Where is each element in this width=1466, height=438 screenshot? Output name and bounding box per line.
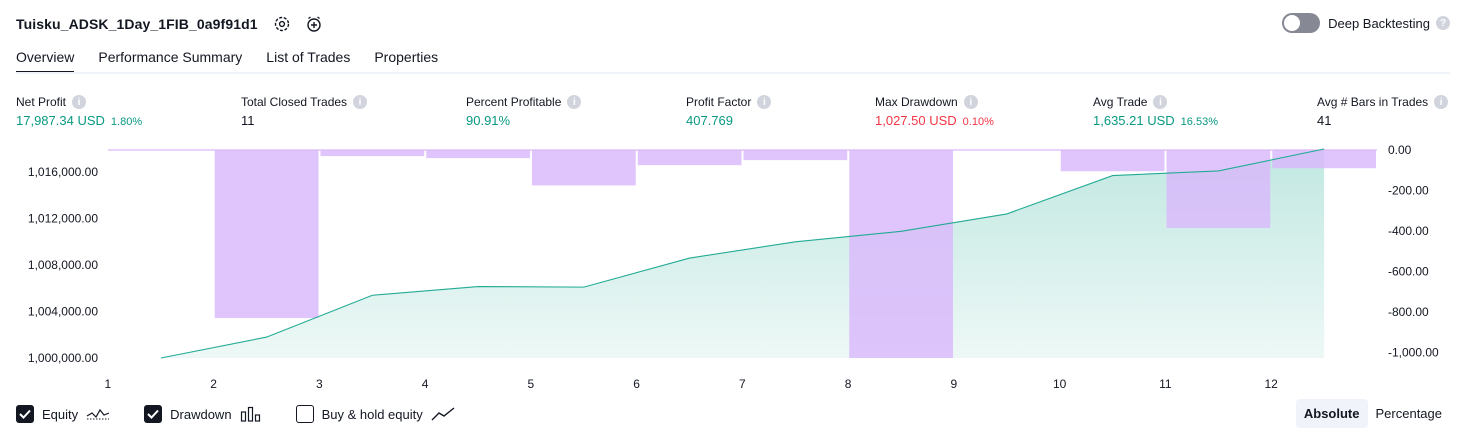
metric-value: 17,987.34 USD xyxy=(16,113,105,128)
x-axis-tick: 3 xyxy=(316,377,323,391)
equity-line-icon xyxy=(86,407,110,421)
buy-hold-line-icon xyxy=(431,406,455,422)
x-axis-tick: 1 xyxy=(105,377,112,391)
deep-backtesting-label: Deep Backtesting xyxy=(1328,15,1430,31)
left-axis-tick: 1,004,000.00 xyxy=(28,305,98,319)
drawdown-bar xyxy=(532,150,636,186)
tab-overview[interactable]: Overview xyxy=(16,44,75,74)
right-axis-tick: 0.00 xyxy=(1388,143,1412,157)
x-axis-tick: 2 xyxy=(210,377,217,391)
equity-label: Equity xyxy=(42,406,79,422)
chart-legend: Equity Drawdown Buy & hold equity xyxy=(16,402,489,426)
tab-properties[interactable]: Properties xyxy=(374,49,439,65)
drawdown-bar xyxy=(1060,150,1165,172)
left-axis-tick: 1,008,000.00 xyxy=(28,258,98,272)
x-axis-tick: 8 xyxy=(845,377,852,391)
metric-label: Max Drawdown xyxy=(875,95,958,109)
metric-max-drawdown: Max Drawdown i 1,027.50 USD 0.10% xyxy=(875,94,994,129)
drawdown-bar xyxy=(1272,150,1376,169)
legend-equity-toggle[interactable]: Equity xyxy=(16,405,110,423)
metric-value: 1,027.50 USD xyxy=(875,113,957,128)
metric-total-closed-trades: Total Closed Trades i 11 xyxy=(241,94,368,129)
buy-hold-label: Buy & hold equity xyxy=(321,406,423,422)
x-axis-tick: 9 xyxy=(951,377,958,391)
x-axis-tick: 11 xyxy=(1159,377,1172,391)
equity-drawdown-chart: 1,000,000.00 1,004,000.00 1,008,000.00 1,01… xyxy=(28,143,1439,391)
equity-checkbox[interactable] xyxy=(16,405,34,423)
right-axis-tick: -800.00 xyxy=(1388,305,1429,319)
metric-value: 11 xyxy=(241,113,255,128)
metric-percent: 16.53% xyxy=(1180,116,1218,128)
report-tabs: Overview Performance Summary List of Tra… xyxy=(16,44,462,74)
absolute-button[interactable]: Absolute xyxy=(1295,399,1368,428)
metric-net-profit: Net Profit i 17,987.34 USD 1.80% xyxy=(16,94,142,129)
left-axis-tick: 1,000,000.00 xyxy=(28,351,98,365)
info-icon[interactable]: i xyxy=(1153,95,1168,109)
info-icon[interactable]: i xyxy=(353,95,368,109)
right-axis-tick: -200.00 xyxy=(1388,183,1429,197)
x-axis-tick: 6 xyxy=(633,377,640,391)
metric-label: Total Closed Trades xyxy=(241,95,348,109)
tab-list-of-trades[interactable]: List of Trades xyxy=(266,49,351,65)
left-axis-tick: 1,016,000.00 xyxy=(28,165,98,179)
drawdown-bar xyxy=(637,150,742,166)
drawdown-label: Drawdown xyxy=(170,406,232,422)
drawdown-bar xyxy=(849,150,953,358)
metric-value: 90.91% xyxy=(466,113,511,128)
drawdown-bar xyxy=(743,150,848,161)
tab-performance-summary[interactable]: Performance Summary xyxy=(98,49,243,65)
metric-value: 407.769 xyxy=(686,113,733,128)
metric-label: Percent Profitable xyxy=(466,95,562,109)
value-mode-switch: Absolute Percentage xyxy=(1295,399,1450,428)
drawdown-bar xyxy=(426,150,530,159)
metric-label: Profit Factor xyxy=(686,95,752,109)
drawdown-bar xyxy=(1166,150,1271,228)
drawdown-bar xyxy=(320,150,425,157)
legend-buy-hold-toggle[interactable]: Buy & hold equity xyxy=(295,405,455,423)
settings-gear-icon[interactable] xyxy=(272,14,292,34)
metric-percent-profitable: Percent Profitable i 90.91% xyxy=(466,94,582,129)
buy-hold-checkbox[interactable] xyxy=(295,405,314,423)
x-axis-tick: 4 xyxy=(422,377,429,391)
metric-profit-factor: Profit Factor i 407.769 xyxy=(686,94,772,129)
percentage-button[interactable]: Percentage xyxy=(1375,406,1443,421)
info-icon[interactable]: i xyxy=(567,95,582,109)
tabs-divider xyxy=(16,72,1450,74)
right-axis-tick: -400.00 xyxy=(1388,224,1429,238)
toggle-knob xyxy=(1284,15,1301,31)
info-icon[interactable]: i xyxy=(757,95,772,109)
metric-value: 1,635.21 USD xyxy=(1093,113,1175,128)
drawdown-bars-icon xyxy=(240,406,262,422)
add-alert-icon[interactable] xyxy=(304,14,324,34)
left-axis-tick: 1,012,000.00 xyxy=(28,212,98,226)
x-axis-tick: 10 xyxy=(1053,377,1067,391)
strategy-name: Tuisku_ADSK_1Day_1FIB_0a9f91d1 xyxy=(16,16,258,32)
strategy-header: Tuisku_ADSK_1Day_1FIB_0a9f91d1 xyxy=(16,12,324,36)
metric-avg-trade: Avg Trade i 1,635.21 USD 16.53% xyxy=(1093,94,1218,129)
help-icon[interactable]: ? xyxy=(1436,16,1450,30)
metric-label: Avg Trade xyxy=(1093,95,1148,109)
metric-label: Net Profit xyxy=(16,95,67,109)
deep-backtesting-toggle[interactable] xyxy=(1282,13,1321,33)
equity-line xyxy=(160,148,1325,359)
right-axis-tick: -1,000.00 xyxy=(1388,345,1439,359)
x-axis-tick: 12 xyxy=(1264,377,1278,391)
metric-percent: 0.10% xyxy=(962,116,994,128)
x-axis-tick: 5 xyxy=(528,377,535,391)
metric-percent: 1.80% xyxy=(110,116,143,128)
equity-area xyxy=(160,148,1325,358)
info-icon[interactable]: i xyxy=(963,95,978,109)
info-icon[interactable]: i xyxy=(72,95,87,109)
metric-value: 41 xyxy=(1317,113,1332,128)
right-axis-tick: -600.00 xyxy=(1388,264,1429,278)
deep-backtesting-control: Deep Backtesting ? xyxy=(1282,13,1450,33)
drawdown-checkbox[interactable] xyxy=(144,405,163,423)
drawdown-bar xyxy=(214,150,319,319)
legend-drawdown-toggle[interactable]: Drawdown xyxy=(144,405,261,423)
info-icon[interactable]: i xyxy=(1434,95,1449,109)
x-axis-tick: 7 xyxy=(739,377,746,391)
metric-label: Avg # Bars in Trades xyxy=(1317,95,1429,109)
metric-avg-bars-in-trades: Avg # Bars in Trades i 41 xyxy=(1317,94,1449,129)
